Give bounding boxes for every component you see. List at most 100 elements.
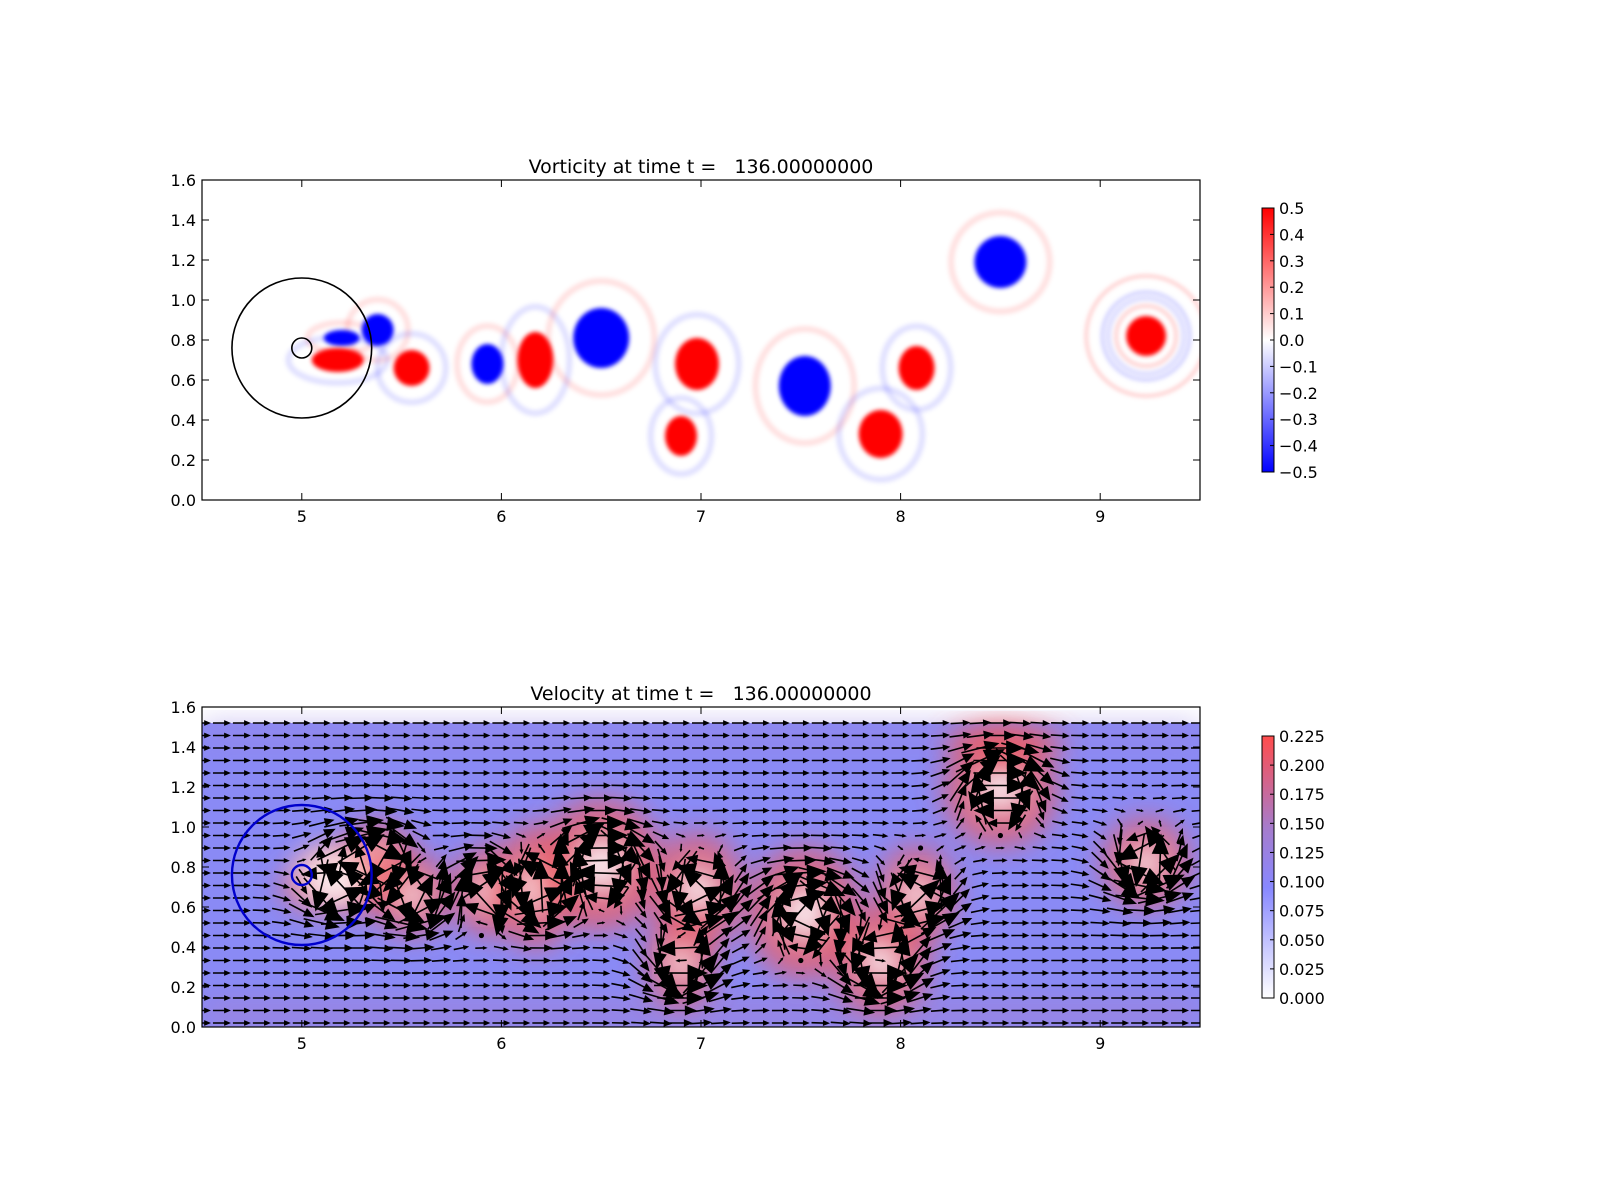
quiver-arrow: [272, 807, 291, 814]
quiver-arrow: [395, 912, 448, 931]
quiver-arrow: [453, 945, 470, 951]
quiver-arrow: [1031, 1020, 1050, 1026]
quiver-arrow: [492, 782, 511, 789]
quiver-arrow: [511, 847, 532, 899]
quiver-arrow: [771, 757, 790, 764]
quiver-arrow: [412, 745, 431, 751]
quiver-arrow: [634, 928, 647, 943]
quiver-arrow: [212, 795, 231, 801]
quiver-arrow: [925, 929, 956, 943]
quiver-arrow: [432, 732, 451, 739]
quiver-arrow: [894, 913, 947, 931]
velocity-ytick-label: 0.4: [171, 938, 196, 957]
quiver-arrow: [833, 899, 849, 947]
quiver-arrow: [311, 794, 332, 802]
quiver-arrow: [791, 732, 810, 739]
quiver-arrow: [946, 760, 975, 786]
quiver-arrow: [1109, 919, 1132, 927]
quiver-arrow: [516, 887, 567, 910]
quiver-arrow: [571, 782, 591, 789]
quiver-arrow: [751, 1020, 770, 1026]
quiver-arrow: [232, 995, 251, 1001]
velocity-colorbar-label: 0.050: [1279, 931, 1325, 950]
quiver-arrow: [1129, 932, 1151, 939]
quiver-arrow: [232, 845, 251, 851]
quiver-arrow: [591, 770, 611, 776]
quiver-arrow: [601, 817, 641, 831]
quiver-arrow: [872, 897, 888, 924]
quiver-arrow: [933, 820, 948, 826]
quiver-arrow: [1111, 732, 1130, 739]
quiver-arrow: [311, 957, 332, 964]
quiver-arrow: [1173, 807, 1187, 813]
quiver-arrow: [272, 819, 291, 826]
quiver-arrow: [1091, 745, 1110, 751]
vorticity-colorbar-label: 0.4: [1279, 225, 1304, 244]
vortex-halo: [948, 209, 1053, 315]
quiver-arrow: [331, 957, 352, 964]
quiver-arrow: [551, 846, 569, 900]
quiver-arrow: [950, 888, 971, 909]
vorticity-colorbar-label: 0.2: [1279, 278, 1304, 297]
quiver-arrow: [1051, 833, 1069, 839]
quiver-arrow: [202, 857, 211, 864]
quiver-arrow: [551, 782, 571, 789]
velocity-colorbar-label: 0.025: [1279, 960, 1325, 979]
quiver-arrow: [991, 945, 1010, 951]
quiver-arrow: [316, 886, 367, 911]
quiver-arrow: [1011, 970, 1030, 976]
vorticity-ytick-label: 0.2: [171, 451, 196, 470]
quiver-arrow: [911, 757, 930, 764]
quiver-arrow: [572, 970, 591, 976]
quiver-arrow: [1011, 982, 1030, 989]
velocity-title: Velocity at time t = 136.00000000: [530, 683, 871, 705]
quiver-arrow: [692, 720, 710, 726]
quiver-arrow: [591, 782, 612, 789]
quiver-arrow: [232, 745, 251, 751]
quiver-arrow: [731, 956, 750, 966]
quiver-arrow: [369, 944, 394, 952]
quiver-arrow: [574, 864, 629, 882]
quiver-arrow: [345, 805, 378, 816]
quiver-arrow: [912, 807, 930, 814]
quiver-arrow: [452, 782, 471, 789]
quiver-arrow: [938, 854, 943, 867]
quiver-arrow: [632, 745, 651, 751]
quiver-arrow: [291, 831, 312, 839]
quiver-arrow: [1091, 957, 1110, 964]
quiver-arrow: [1131, 957, 1150, 964]
quiver-arrow: [1133, 795, 1148, 801]
quiver-arrow: [473, 957, 490, 964]
quiver-arrow: [296, 858, 307, 863]
quiver-arrow: [1151, 745, 1170, 751]
quiver-arrow: [432, 807, 451, 814]
quiver-arrow: [532, 757, 551, 764]
quiver-arrow: [552, 982, 571, 989]
quiver-arrow: [292, 807, 312, 814]
quiver-arrow: [332, 757, 351, 764]
quiver-arrow: [252, 820, 271, 826]
vorticity-ytick-label: 1.0: [171, 291, 196, 310]
quiver-arrow: [1110, 932, 1130, 939]
quiver-arrow: [949, 931, 972, 940]
vorticity-colorbar-label: −0.2: [1279, 384, 1318, 403]
quiver-arrow: [851, 795, 870, 801]
quiver-arrow: [532, 795, 551, 801]
quiver-arrow: [707, 978, 734, 993]
quiver-arrow: [973, 789, 1028, 807]
quiver-arrow: [628, 818, 654, 828]
velocity-xtick-label: 5: [297, 1034, 307, 1053]
velocity-colorbar-label: 0.125: [1279, 843, 1325, 862]
quiver-arrow: [672, 732, 691, 739]
vorticity-colorbar-label: −0.4: [1279, 437, 1318, 456]
quiver-arrow: [1150, 945, 1170, 951]
quiver-arrow: [1131, 757, 1150, 764]
quiver-arrow: [1114, 808, 1127, 813]
quiver-arrow: [880, 990, 921, 1005]
quiver-arrow: [647, 1006, 675, 1016]
quiver-arrow: [452, 982, 471, 989]
quiver-arrow: [272, 894, 292, 902]
quiver-arrow: [654, 964, 709, 982]
quiver-arrow: [346, 917, 378, 928]
quiver-arrow: [1001, 742, 1040, 756]
